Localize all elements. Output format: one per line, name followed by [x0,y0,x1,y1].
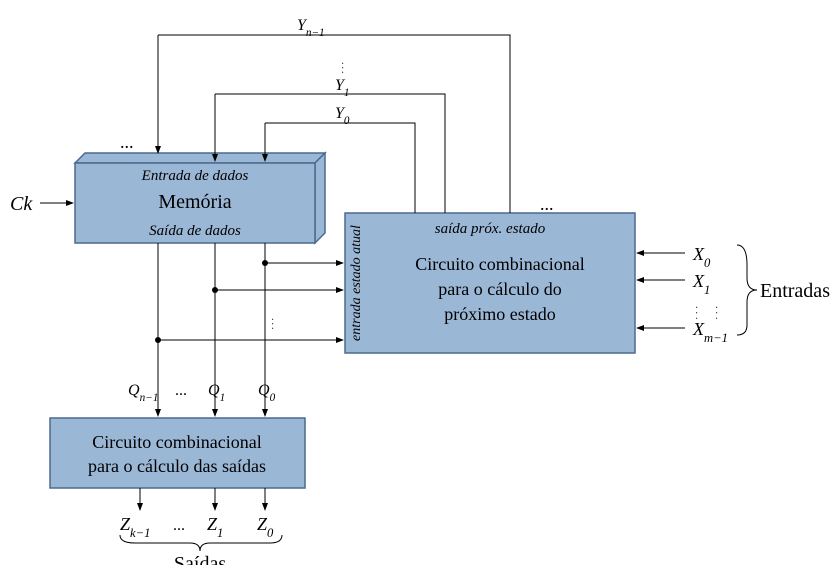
output-title-1: Circuito combinacional [92,432,261,452]
memoria-top-label: Entrada de dados [141,168,249,184]
output-box [50,418,305,488]
zk1-label: Zk−1 [120,514,150,540]
q-dots: ... [175,382,187,399]
yn1-label: Yn−1 [297,17,325,39]
input-dots-outer: ... [713,306,724,323]
z0-label: Z0 [257,514,274,540]
q0-label: Q0 [258,382,276,404]
q1-label: Q1 [208,382,225,404]
xm1-label: Xm−1 [692,319,728,345]
y0-label: Y0 [335,105,350,127]
next-state-left-label: entrada estado atual [349,225,364,341]
output-brace-label: Saídas [174,553,226,565]
y1-label: Y1 [335,77,350,99]
ck-label: Ck [10,193,33,215]
input-brace [737,245,757,335]
output-dots: ... [173,517,185,534]
x1-label: X1 [692,271,710,297]
output-zk1: Zk−1 [120,488,150,540]
q-mid-dots: ... [269,318,280,332]
next-state-top-dots: ... [540,194,554,214]
input-brace-label: Entradas [760,280,830,302]
input-xm1: Xm−1 [637,319,728,345]
input-x1: X1 [637,271,710,297]
x0-label: X0 [692,244,711,270]
qn1: Qn−1 [128,243,343,416]
memoria-bottom-label: Saída de dados [149,223,241,239]
next-state-title-3: próximo estado [444,304,555,324]
memoria-top-dots: ... [120,132,134,152]
next-state-title-1: Circuito combinacional [415,254,584,274]
input-x0: X0 [637,244,711,270]
z1-label: Z1 [207,514,223,540]
memoria-box: Entrada de dados Memória Saída de dados [75,153,325,243]
next-state-title-2: para o cálculo do [438,279,561,299]
feedback-dots: ... [339,62,350,76]
output-title-2: para o cálculo das saídas [88,456,266,476]
next-state-top-label: saída próx. estado [435,221,546,237]
output-z0: Z0 [257,488,274,540]
output-z1: Z1 [207,488,223,540]
memoria-title: Memória [158,191,231,213]
qn1-label: Qn−1 [128,382,158,404]
